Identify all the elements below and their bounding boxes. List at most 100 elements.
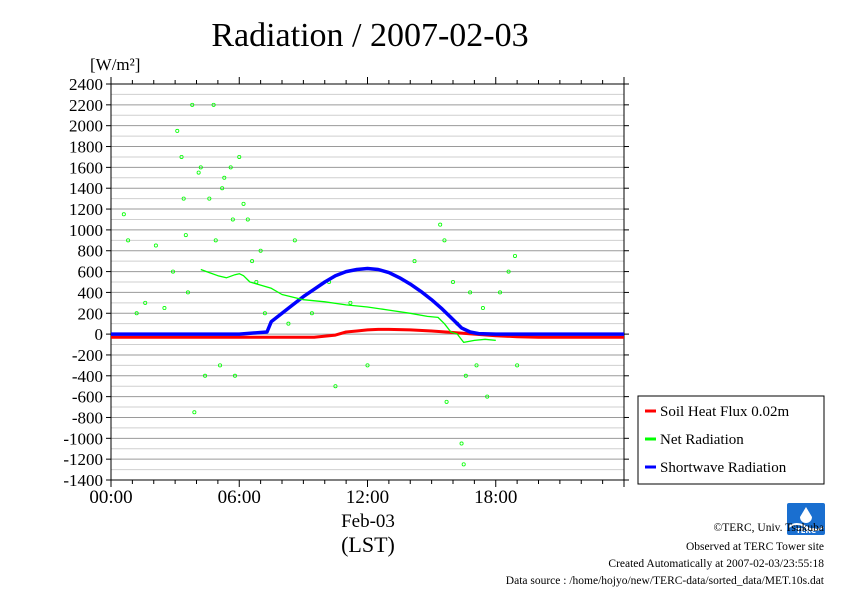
x-tick-label: 06:00: [218, 487, 261, 508]
net-radiation-point: [198, 165, 203, 170]
net-radiation-point: [185, 290, 190, 295]
legend: Soil Heat Flux 0.02m Net Radiation Shortwa…: [637, 395, 825, 485]
y-tick-label: -400: [72, 367, 103, 386]
net-radiation-point: [143, 300, 148, 305]
net-radiation-point: [512, 253, 517, 258]
x-tick-label: 12:00: [346, 487, 389, 508]
grid-lines: [111, 83, 624, 481]
net-radiation-point: [162, 306, 167, 311]
net-radiation-point: [348, 300, 353, 305]
net-radiation-line: [200, 268, 496, 344]
y-axis-label: [W/m²]: [90, 55, 140, 74]
credit-source: Data source : /home/hojyo/new/TERC-data/…: [506, 575, 825, 587]
y-tick-label: 200: [78, 304, 104, 323]
y-tick-label: -800: [72, 408, 103, 427]
y-tick-label: -200: [72, 346, 103, 365]
logo-text: TERC: [796, 527, 816, 535]
net-radiation-point: [438, 222, 443, 227]
net-radiation-point: [258, 248, 263, 253]
x-tick-label: 00:00: [89, 487, 132, 508]
credit-observed: Observed at TERC Tower site: [686, 541, 824, 553]
net-radiation-point: [515, 363, 520, 368]
y-tick-label: -600: [72, 388, 103, 407]
net-radiation-point: [461, 462, 466, 467]
credit-created: Created Automatically at 2007-02-03/23:5…: [608, 558, 824, 570]
net-radiation-point: [222, 175, 227, 180]
net-radiation-point: [463, 373, 468, 378]
net-radiation-point: [213, 238, 218, 243]
net-radiation-point: [170, 269, 175, 274]
net-radiation-point: [134, 311, 139, 316]
net-radiation-point: [203, 373, 208, 378]
net-radiation-point: [237, 154, 242, 159]
y-ticks: 2400220020001800160014001200100080060040…: [63, 75, 629, 490]
y-tick-label: 1200: [69, 200, 103, 219]
legend-label: Soil Heat Flux 0.02m: [660, 404, 790, 420]
net-radiation-point: [241, 201, 246, 206]
net-radiation-point: [126, 238, 131, 243]
net-radiation-point: [412, 259, 417, 264]
x-axis-label: (LST): [341, 532, 395, 557]
chart-title: Radiation / 2007-02-03: [211, 17, 528, 54]
net-radiation-point: [309, 311, 314, 316]
net-radiation-point: [121, 212, 126, 217]
net-radiation-point: [207, 196, 212, 201]
legend-box: [637, 395, 825, 485]
credit-copyright: ©TERC, Univ. Tsukuba: [714, 522, 824, 534]
y-tick-label: 0: [95, 325, 104, 344]
y-tick-label: 400: [78, 283, 104, 302]
net-radiation-point: [175, 128, 180, 133]
y-tick-label: 600: [78, 263, 104, 282]
y-tick-label: -1400: [63, 471, 103, 490]
net-radiation-point: [365, 363, 370, 368]
net-radiation-point: [459, 441, 464, 446]
y-tick-label: 800: [78, 242, 104, 261]
net-radiation-scatter: [121, 102, 520, 467]
y-tick-label: 2400: [69, 75, 103, 94]
legend-label: Net Radiation: [660, 432, 744, 448]
net-radiation-point: [474, 363, 479, 368]
y-tick-label: 1000: [69, 221, 103, 240]
net-radiation-point: [333, 384, 338, 389]
credits: ©TERC, Univ. Tsukuba Observed at TERC To…: [506, 522, 825, 587]
net-radiation-point: [468, 290, 473, 295]
net-radiation-point: [220, 186, 225, 191]
net-radiation-point: [442, 238, 447, 243]
net-radiation-point: [480, 306, 485, 311]
net-radiation-point: [286, 321, 291, 326]
net-radiation-point: [179, 154, 184, 159]
net-radiation-point: [211, 102, 216, 107]
net-radiation-point: [153, 243, 158, 248]
series-lines: [111, 266, 624, 344]
y-tick-label: 1800: [69, 138, 103, 157]
net-radiation-point: [485, 394, 490, 399]
net-radiation-point: [192, 410, 197, 415]
y-tick-label: 2200: [69, 96, 103, 115]
x-tick-label: 18:00: [474, 487, 517, 508]
net-radiation-point: [245, 217, 250, 222]
net-radiation-point: [218, 363, 223, 368]
x-ticks: 00:00 06:00 12:00 18:00: [89, 77, 625, 508]
soil-heat-flux-line: [111, 327, 624, 339]
net-radiation-point: [183, 233, 188, 238]
y-tick-label: -1000: [63, 429, 103, 448]
net-radiation-point: [292, 238, 297, 243]
y-tick-label: 1400: [69, 179, 103, 198]
net-radiation-point: [190, 102, 195, 107]
legend-label: Shortwave Radiation: [660, 460, 787, 476]
net-radiation-point: [498, 290, 503, 295]
y-tick-label: 1600: [69, 158, 103, 177]
net-radiation-point: [250, 259, 255, 264]
net-radiation-point: [230, 217, 235, 222]
net-radiation-point: [181, 196, 186, 201]
net-radiation-point: [196, 170, 201, 175]
net-radiation-point: [228, 165, 233, 170]
y-tick-label: 2000: [69, 117, 103, 136]
shortwave-radiation-line: [111, 266, 624, 336]
y-tick-label: -1200: [63, 450, 103, 469]
terc-logo: TERC: [787, 503, 825, 535]
x-date-label: Feb-03: [341, 511, 395, 532]
net-radiation-point: [262, 311, 267, 316]
net-radiation-point: [450, 279, 455, 284]
